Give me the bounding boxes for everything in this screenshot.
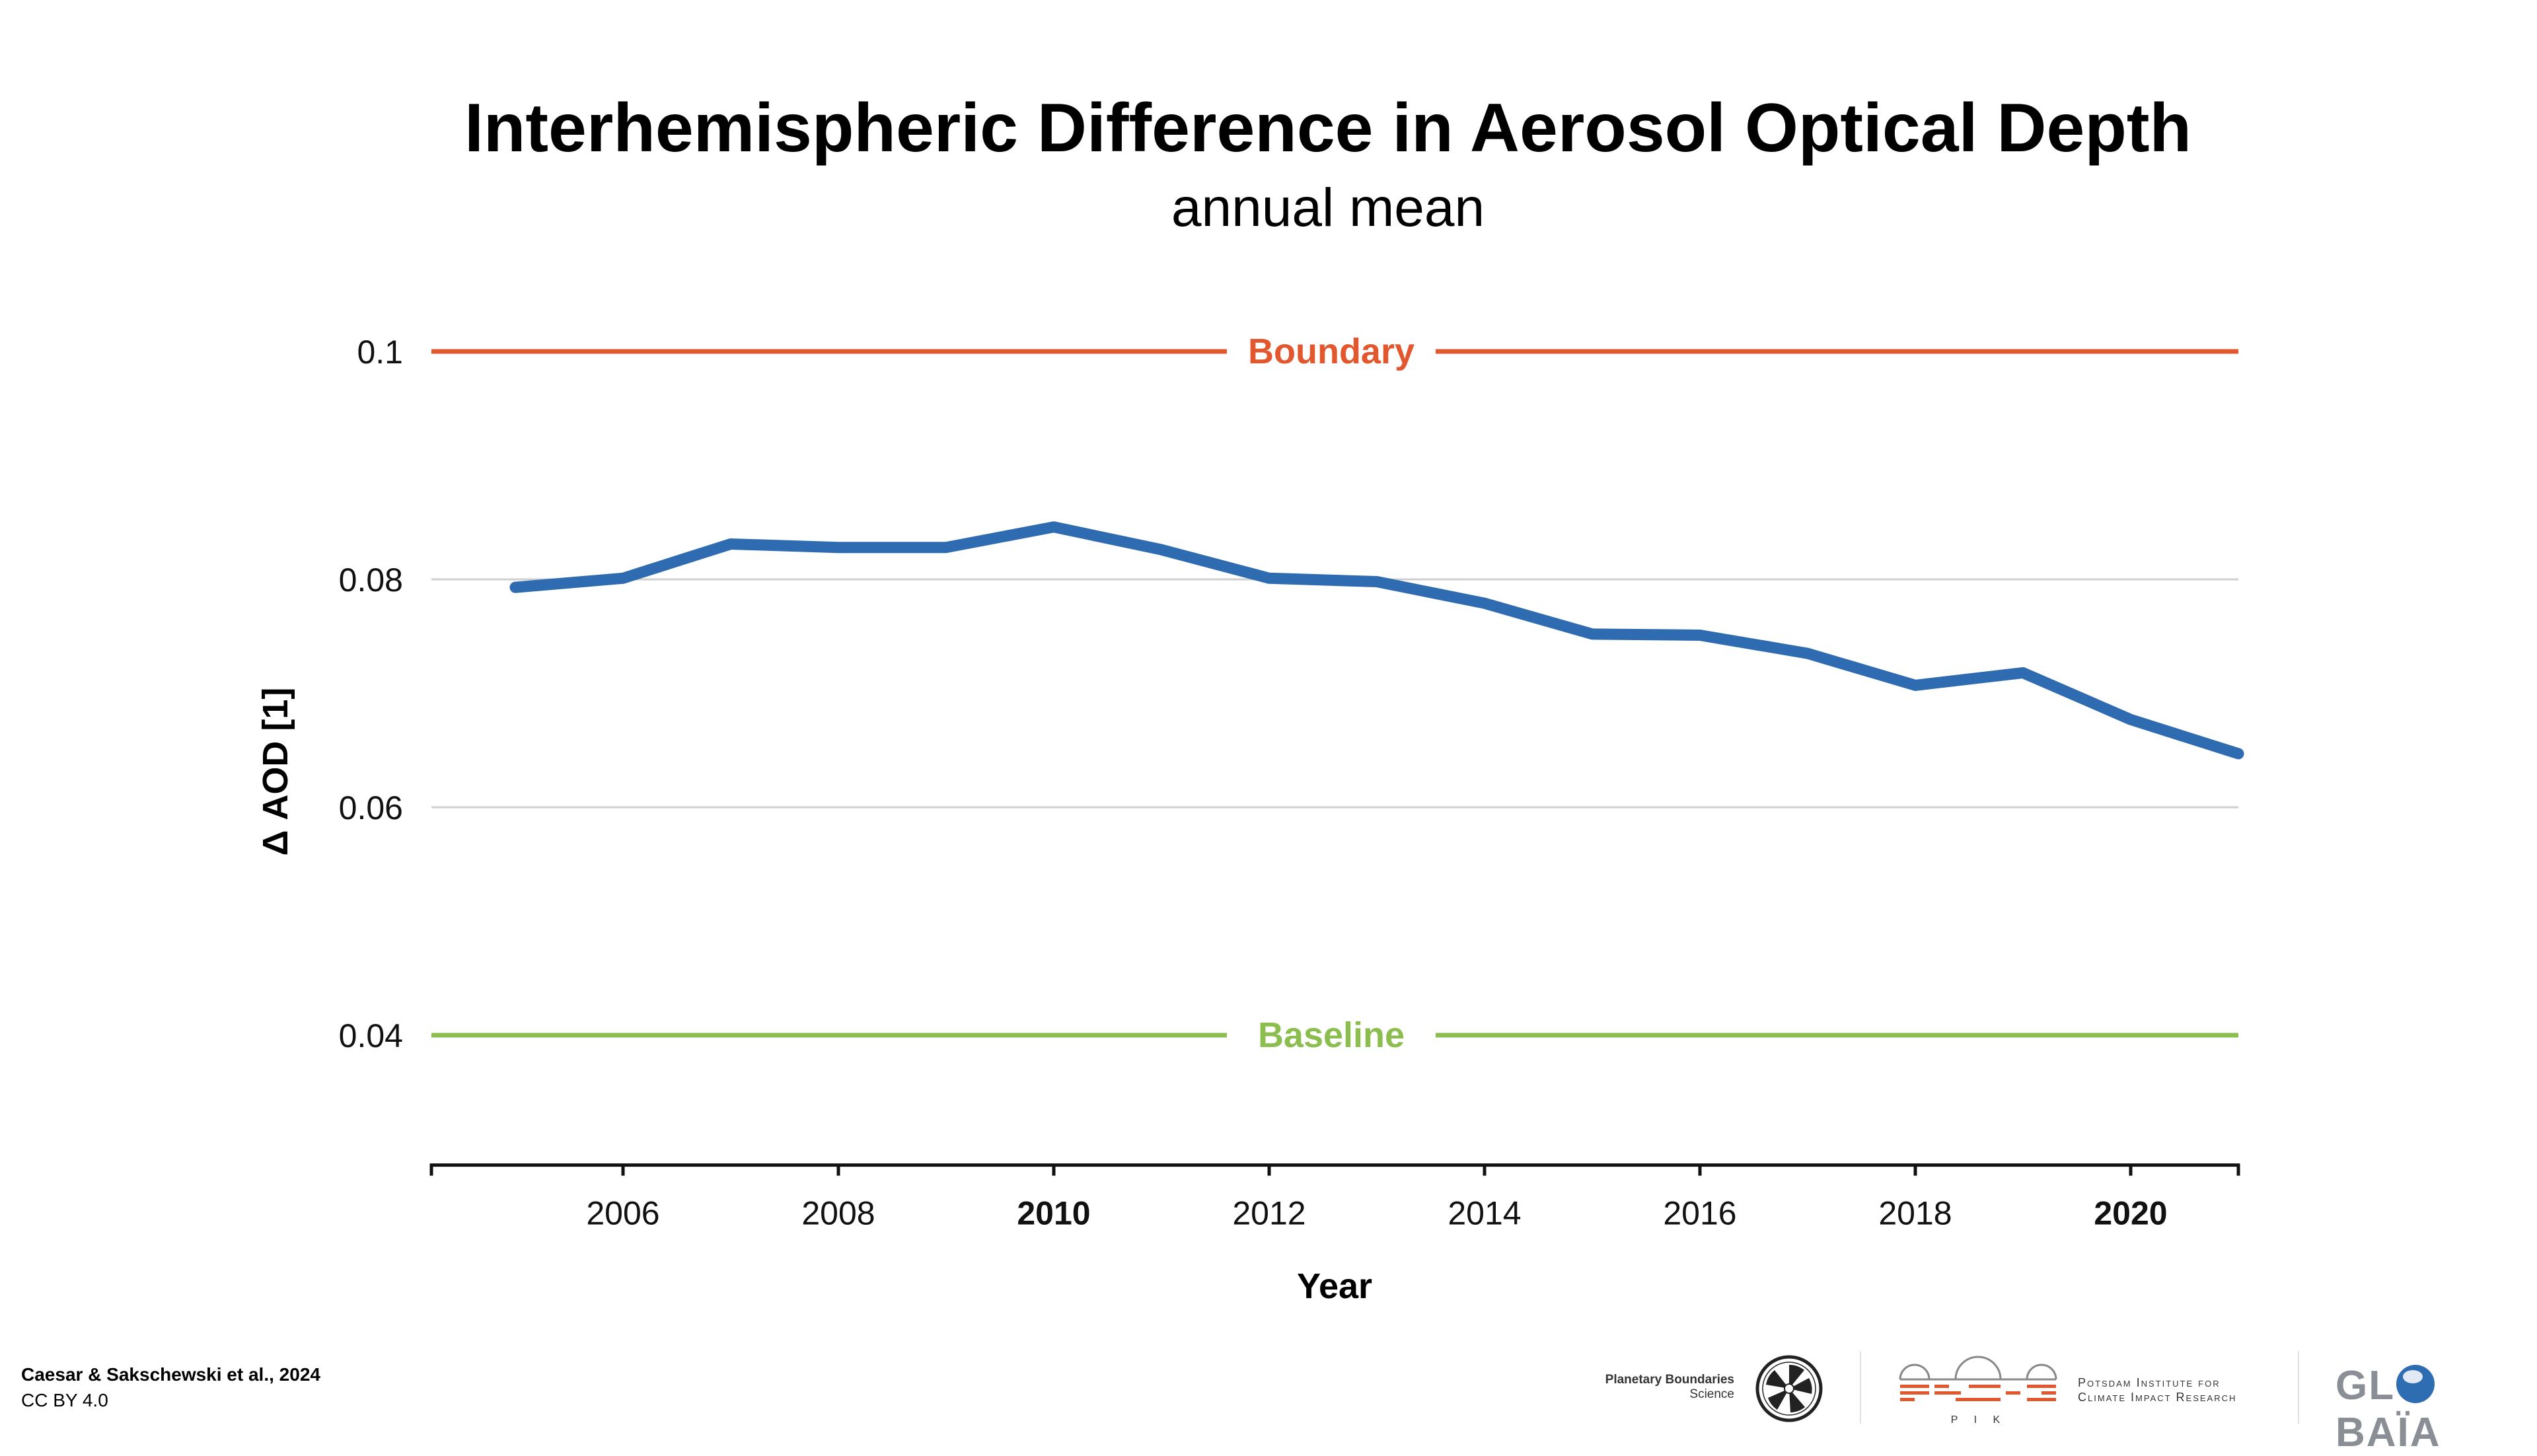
planetary-boundaries-icon	[1755, 1355, 1823, 1422]
globaia-logo: GLBAÏA	[2335, 1362, 2537, 1456]
x-axis-label: Year	[1297, 1266, 1372, 1306]
y-axis-ticks: 0.04 0.06 0.08 0.1	[339, 334, 403, 1054]
chart-subtitle: annual mean	[1171, 178, 1485, 238]
pik-mark-icon: P I K	[1899, 1356, 2057, 1426]
globaia-logo-text-end: BAÏA	[2335, 1410, 2441, 1455]
pik-mark-label: P I K	[1951, 1414, 2006, 1426]
x-tick-label: 2006	[586, 1195, 659, 1232]
pb-logo-subtext: Science	[1689, 1387, 1734, 1401]
y-tick-label: 0.06	[339, 789, 403, 826]
pik-logo: P I K Potsdam Institute for Climate Impa…	[1896, 1348, 2266, 1427]
citation: Caesar & Sakschewski et al., 2024	[21, 1364, 320, 1385]
planetary-boundaries-logo: Planetary Boundaries Science	[1586, 1348, 1823, 1427]
pb-logo-text: Planetary Boundaries	[1605, 1373, 1734, 1387]
gridlines	[431, 578, 2238, 809]
x-tick-label: 2010	[1017, 1195, 1090, 1232]
x-tick-label: 2014	[1448, 1195, 1521, 1232]
pik-logo-text: Potsdam Institute for Climate Impact Res…	[2078, 1376, 2237, 1404]
series-line	[509, 521, 2244, 760]
x-tick-label: 2020	[2094, 1195, 2167, 1232]
x-tick-label: 2016	[1663, 1195, 1736, 1232]
y-tick-label: 0.08	[339, 562, 403, 599]
reference-line-label: Baseline	[1258, 1015, 1405, 1055]
globe-icon	[2396, 1365, 2435, 1403]
license: CC BY 4.0	[21, 1390, 108, 1410]
series-layer	[509, 521, 2244, 760]
y-tick-label: 0.1	[357, 334, 403, 371]
reference-lines: Boundary Baseline	[431, 332, 2238, 1055]
x-tick-label: 2012	[1232, 1195, 1305, 1232]
x-tick-label: 2018	[1878, 1195, 1952, 1232]
chart-title: Interhemispheric Difference in Aerosol O…	[464, 90, 2192, 166]
globaia-logo-text-start: GL	[2335, 1363, 2396, 1408]
y-axis-label: Δ AOD [1]	[256, 688, 295, 856]
x-axis: 2006 2008 2010 2012 2014 2016 2018 2020	[429, 1163, 2240, 1232]
reference-line-label: Boundary	[1248, 332, 1415, 371]
logo-divider	[1860, 1351, 1861, 1424]
logo-divider	[2298, 1351, 2299, 1424]
x-tick-label: 2008	[801, 1195, 875, 1232]
y-tick-label: 0.04	[339, 1017, 403, 1054]
